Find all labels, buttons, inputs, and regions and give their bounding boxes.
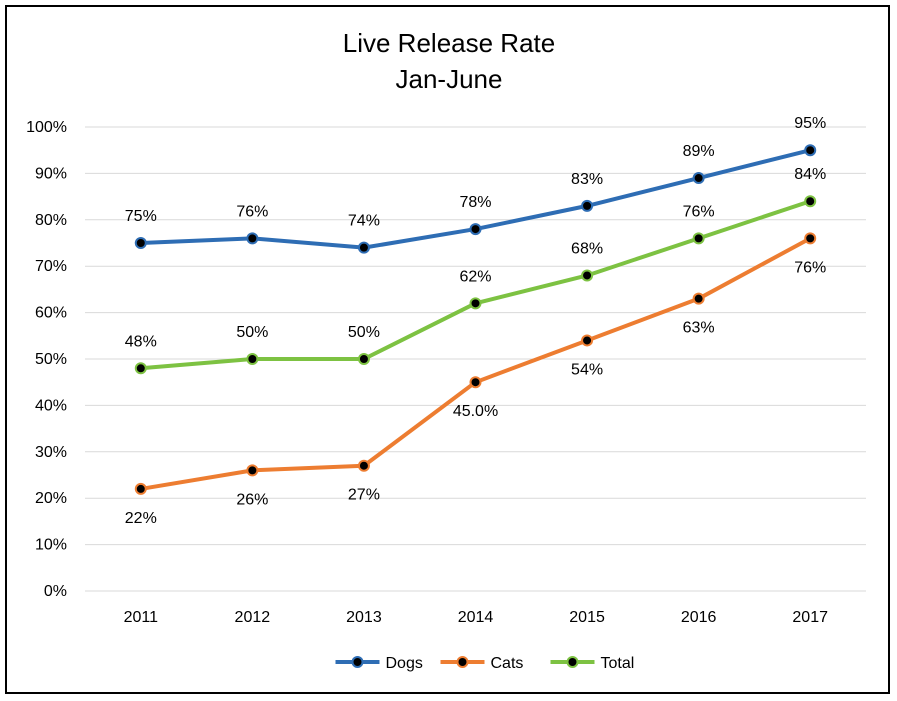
x-tick-label: 2011 xyxy=(124,609,159,626)
series-group: 75% 76% 74% 78% 83% 89% 95% 22% 26% 27% 45.0% 54% 63… xyxy=(125,115,826,527)
dogs-data-point xyxy=(581,199,594,212)
dogs-data-point xyxy=(804,144,817,157)
total-data-label: 84% xyxy=(794,166,826,183)
dogs-data-label: 95% xyxy=(794,115,826,132)
cats-data-point xyxy=(804,232,817,245)
total-data-point xyxy=(469,297,482,310)
y-tick-label: 30% xyxy=(35,444,67,461)
cats-data-label: 22% xyxy=(125,510,157,527)
x-tick-label: 2013 xyxy=(346,609,382,626)
total-data-label: 76% xyxy=(683,203,715,220)
total-data-point xyxy=(357,353,370,365)
dogs-data-label: 76% xyxy=(236,203,268,220)
total-data-label: 50% xyxy=(236,324,268,341)
x-tick-label: 2015 xyxy=(569,609,605,626)
x-axis: 2011 2012 2013 2014 2015 2016 2017 xyxy=(124,609,829,626)
dogs-data-label: 83% xyxy=(571,171,603,188)
dogs-data-label: 78% xyxy=(459,194,491,211)
total-data-point xyxy=(134,362,147,375)
y-tick-label: 80% xyxy=(35,212,67,229)
total-data-point xyxy=(581,269,594,282)
dogs-data-label: 74% xyxy=(348,213,380,230)
cats-data-label: 63% xyxy=(683,320,715,337)
cats-data-label: 26% xyxy=(236,491,268,508)
cats-data-label: 45.0% xyxy=(453,403,498,420)
y-tick-label: 40% xyxy=(35,397,67,414)
cats-data-point xyxy=(581,334,594,347)
cats-data-point xyxy=(692,292,705,305)
dogs-data-label: 89% xyxy=(683,143,715,160)
total-legend-label: Total xyxy=(601,655,635,672)
cats-data-label: 54% xyxy=(571,361,603,378)
y-tick-label: 50% xyxy=(35,351,67,368)
chart-title: Live Release Rate xyxy=(343,28,555,58)
cats-data-point xyxy=(246,464,259,477)
dogs-data-point xyxy=(357,241,370,254)
y-tick-label: 0% xyxy=(44,583,67,600)
y-tick-label: 10% xyxy=(35,537,67,554)
total-data-point xyxy=(246,353,259,365)
y-tick-label: 70% xyxy=(35,258,67,275)
gridlines xyxy=(85,126,866,592)
dogs-data-point xyxy=(692,172,705,185)
cats-data-label: 76% xyxy=(794,259,826,276)
y-tick-label: 100% xyxy=(26,119,67,136)
total-legend-marker xyxy=(566,656,579,668)
x-tick-label: 2017 xyxy=(792,609,828,626)
cats-data-point xyxy=(134,482,147,495)
y-tick-label: 60% xyxy=(35,305,67,322)
cats-data-label: 27% xyxy=(348,487,380,504)
total-data-point xyxy=(692,232,705,245)
dogs-legend-label: Dogs xyxy=(386,655,423,672)
chart-frame xyxy=(5,5,890,694)
y-tick-label: 20% xyxy=(35,490,67,507)
legend: Dogs Cats Total xyxy=(335,655,635,672)
cats-legend-label: Cats xyxy=(491,655,524,672)
total-data-label: 62% xyxy=(459,268,491,285)
x-tick-label: 2012 xyxy=(235,609,271,626)
cats-data-point xyxy=(357,459,370,472)
dogs-legend-marker xyxy=(351,656,364,668)
cats-data-point xyxy=(469,376,482,389)
total-data-label: 50% xyxy=(348,324,380,341)
dogs-data-label: 75% xyxy=(125,208,157,225)
chart-subtitle: Jan-June xyxy=(396,64,503,94)
dogs-data-point xyxy=(246,232,259,245)
total-data-point xyxy=(804,195,817,208)
y-axis: 0% 10% 20% 30% 40% 50% 60% 70% 80% 90% 100% xyxy=(26,119,67,600)
total-data-label: 48% xyxy=(125,333,157,350)
cats-legend-marker xyxy=(456,656,469,668)
x-tick-label: 2016 xyxy=(681,609,717,626)
dogs-data-point xyxy=(134,237,147,249)
dogs-data-point xyxy=(469,223,482,236)
y-tick-label: 90% xyxy=(35,165,67,182)
total-data-label: 68% xyxy=(571,240,603,257)
x-tick-label: 2014 xyxy=(458,609,494,626)
